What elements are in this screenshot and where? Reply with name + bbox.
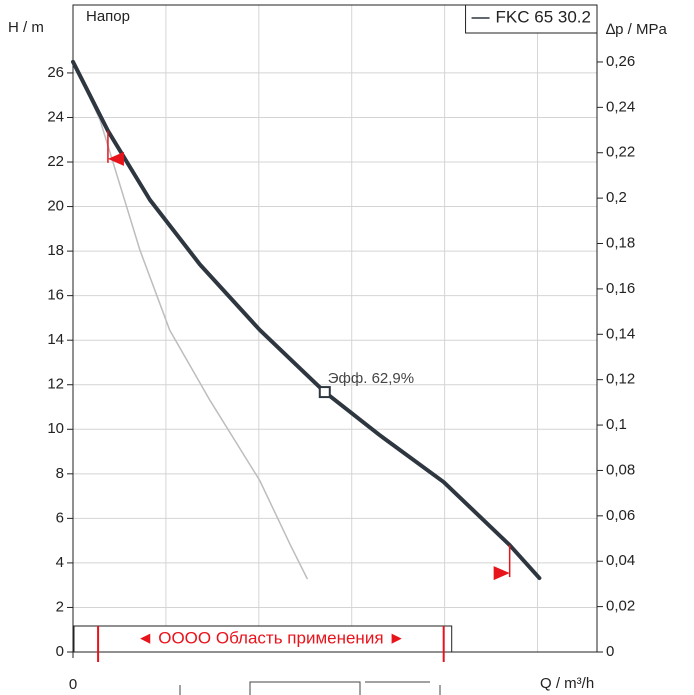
y2-tick-label: 0,14	[606, 325, 635, 342]
legend-box	[465, 4, 598, 34]
y2-tick-label: 0,18	[606, 234, 635, 251]
limit-arrow	[493, 566, 510, 581]
limit-arrow	[107, 151, 124, 166]
y-tick-label: 10	[47, 420, 64, 437]
y-tick-label: 16	[47, 287, 64, 304]
y-tick-label: 24	[47, 108, 64, 125]
y-tick-label: 4	[56, 554, 64, 571]
y-tick-label: 20	[47, 198, 64, 215]
y-tick-label: 18	[47, 242, 64, 259]
range-label: ◄ OOOO Область применения ►	[137, 628, 405, 647]
y2-tick-label: 0,06	[606, 507, 635, 524]
y2-tick-label: 0,22	[606, 144, 635, 161]
y2-axis-label: ∆p / MPa	[606, 21, 668, 38]
y2-tick-label: 0,04	[606, 552, 635, 569]
y2-tick-label: 0,1	[606, 416, 627, 433]
y-tick-label: 6	[56, 509, 64, 526]
curve	[71, 59, 542, 581]
y2-tick-label: 0,2	[606, 189, 627, 206]
y2-tick-label: 0,26	[606, 53, 635, 70]
x-tick-label: 0	[69, 676, 77, 693]
y-tick-label: 2	[56, 598, 64, 615]
y-tick-label: 0	[56, 643, 64, 660]
pump-drawing	[179, 681, 441, 695]
y2-tick-label: 0,24	[606, 98, 635, 115]
y-tick-label: 26	[47, 64, 64, 81]
efficiency-point	[318, 386, 331, 399]
curve	[72, 61, 308, 580]
annotation: Эфф. 62,9%	[328, 370, 414, 387]
y2-tick-label: 0	[606, 643, 614, 660]
y-axis-label: H / m	[8, 19, 44, 36]
y2-tick-label: 0,12	[606, 371, 635, 388]
y2-tick-label: 0,08	[606, 461, 635, 478]
range-box	[73, 625, 453, 653]
chart-title: Напор	[86, 8, 130, 25]
y-tick-label: 14	[47, 331, 64, 348]
y2-tick-label: 0,02	[606, 598, 635, 615]
legend-label: FKC 65 30.2	[496, 7, 591, 26]
y2-tick-label: 0,16	[606, 280, 635, 297]
y-tick-label: 8	[56, 465, 64, 482]
y-tick-label: 22	[47, 153, 64, 170]
x-axis-label: Q / m³/h	[540, 675, 594, 692]
y-tick-label: 12	[47, 376, 64, 393]
